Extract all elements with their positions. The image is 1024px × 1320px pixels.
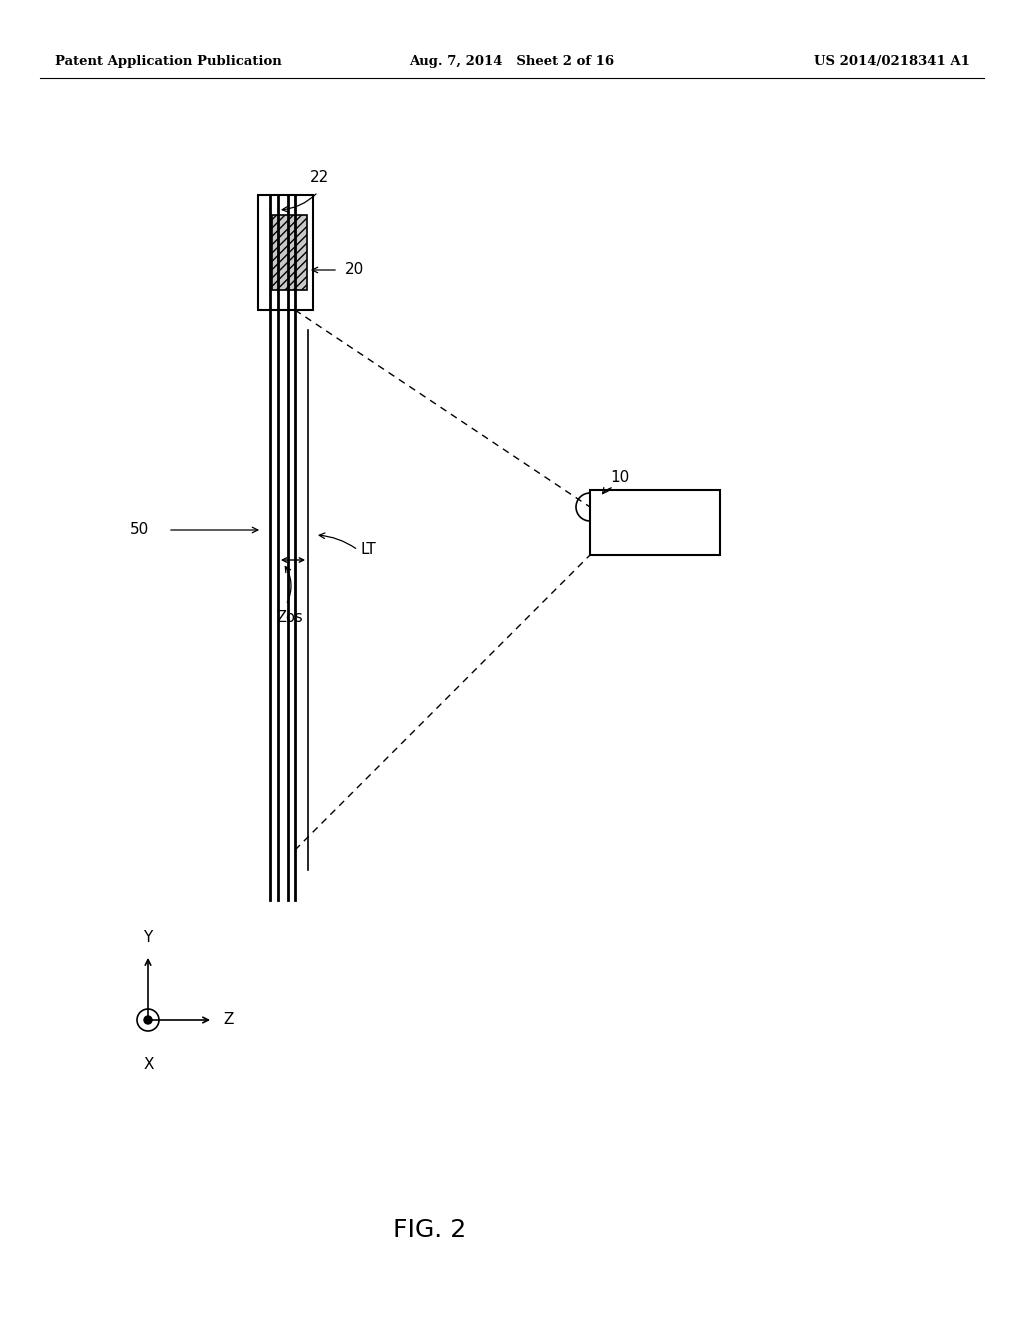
Text: Y: Y <box>143 931 153 945</box>
Bar <box>258 195 313 310</box>
Text: Zos: Zos <box>276 610 303 624</box>
Text: 22: 22 <box>310 170 330 186</box>
Circle shape <box>137 1008 159 1031</box>
Text: 10: 10 <box>610 470 630 486</box>
Text: US 2014/0218341 A1: US 2014/0218341 A1 <box>814 55 970 69</box>
Text: X: X <box>144 1057 155 1072</box>
Text: Z: Z <box>223 1012 233 1027</box>
Text: Patent Application Publication: Patent Application Publication <box>55 55 282 69</box>
Text: FIG. 2: FIG. 2 <box>393 1218 467 1242</box>
Bar <box>590 490 720 554</box>
Circle shape <box>144 1016 152 1024</box>
Text: LT: LT <box>360 543 376 557</box>
Text: Aug. 7, 2014   Sheet 2 of 16: Aug. 7, 2014 Sheet 2 of 16 <box>410 55 614 69</box>
Text: 20: 20 <box>345 263 365 277</box>
Bar <box>272 215 307 290</box>
Text: 50: 50 <box>130 523 150 537</box>
